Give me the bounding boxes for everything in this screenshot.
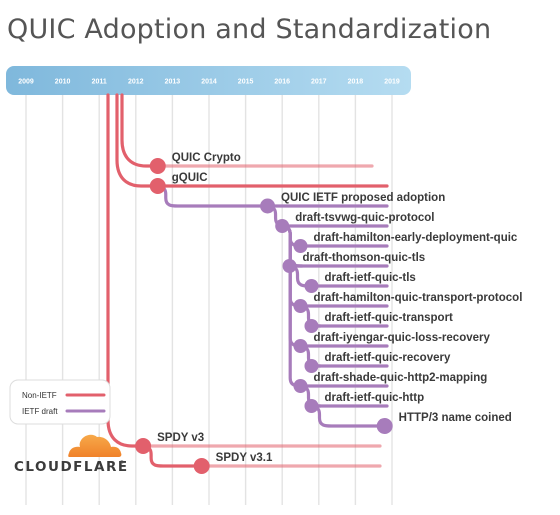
quic-ietf-proposed-adoption-label: QUIC IETF proposed adoption xyxy=(281,192,445,204)
draft-ietf-quic-tls-node xyxy=(304,279,319,293)
draft-shade-quic-http2-mapping-label: draft-shade-quic-http2-mapping xyxy=(314,372,488,384)
legend-label-non-ietf: Non-IETF xyxy=(22,391,57,400)
draft-ietf-quic-http-node xyxy=(304,399,319,413)
gquic-edge xyxy=(115,93,160,188)
year-label-2010: 2010 xyxy=(55,79,71,86)
draft-ietf-quic-recovery-label: draft-ietf-quic-recovery xyxy=(324,352,450,364)
draft-hamilton-early-deployment-quic-label: draft-hamilton-early-deployment-quic xyxy=(314,232,518,244)
year-axis-bar xyxy=(6,66,411,95)
draft-thomson-quic-tls-node xyxy=(282,259,297,273)
page-title: QUIC Adoption and Standardization xyxy=(7,14,492,45)
draft-tsvwg-quic-protocol-label: draft-tsvwg-quic-protocol xyxy=(295,212,434,224)
draft-ietf-quic-transport-node xyxy=(304,319,319,333)
draft-ietf-quic-http-label: draft-ietf-quic-http xyxy=(324,392,424,404)
spdy-v3-edge xyxy=(106,93,145,448)
cloudflare-wordmark: CLOUDFLARE xyxy=(14,459,129,475)
draft-shade-quic-http2-mapping-node xyxy=(293,379,308,393)
quic-crypto-node xyxy=(149,158,166,174)
spdy-v3-1-label: SPDY v3.1 xyxy=(216,452,273,464)
year-label-2015: 2015 xyxy=(238,79,254,86)
year-label-2014: 2014 xyxy=(201,79,217,86)
draft-tsvwg-quic-protocol-node xyxy=(275,219,290,233)
quic-crypto-label: QUIC Crypto xyxy=(172,152,241,164)
draft-ietf-quic-recovery-node xyxy=(304,359,319,373)
year-label-2013: 2013 xyxy=(165,79,181,86)
draft-hamilton-quic-transport-protocol-node xyxy=(293,299,308,313)
cloud-logo-icon xyxy=(68,434,122,457)
draft-thomson-quic-tls-label: draft-thomson-quic-tls xyxy=(303,252,426,264)
spdy-v3-node xyxy=(135,438,152,454)
legend-box xyxy=(9,379,111,425)
legend-label-ietf: IETF draft xyxy=(22,407,58,416)
spdy-v3-label: SPDY v3 xyxy=(157,432,204,444)
draft-hamilton-early-deployment-quic-node xyxy=(293,239,308,253)
http3-name-coined-edge xyxy=(311,404,387,428)
quic-ietf-proposed-adoption-node xyxy=(260,198,276,214)
gquic-node xyxy=(149,178,166,194)
draft-ietf-quic-transport-label: draft-ietf-quic-transport xyxy=(324,312,453,324)
draft-ietf-quic-tls-label: draft-ietf-quic-tls xyxy=(324,272,415,284)
draft-iyengar-quic-loss-recovery-node xyxy=(293,339,308,353)
spdy-v3-1-edge xyxy=(143,444,204,468)
year-label-2017: 2017 xyxy=(311,79,327,86)
gquic-label: gQUIC xyxy=(172,172,208,184)
year-label-2016: 2016 xyxy=(274,79,290,86)
spdy-v3-1-node xyxy=(193,458,210,474)
year-label-2009: 2009 xyxy=(18,79,34,86)
quic-ietf-proposed-adoption-edge xyxy=(158,184,270,208)
year-label-2018: 2018 xyxy=(348,79,364,86)
year-label-2012: 2012 xyxy=(128,79,144,86)
draft-iyengar-quic-loss-recovery-label: draft-iyengar-quic-loss-recovery xyxy=(314,332,491,344)
quic-crypto-edge xyxy=(120,93,160,168)
http3-name-coined-label: HTTP/3 name coined xyxy=(399,412,512,424)
year-label-2019: 2019 xyxy=(384,79,400,86)
cloudflare-logo: CLOUDFLARE ® xyxy=(14,434,129,475)
draft-hamilton-quic-transport-protocol-label: draft-hamilton-quic-transport-protocol xyxy=(314,292,523,304)
http3-name-coined-node xyxy=(376,418,393,434)
trademark-mark: ® xyxy=(120,459,124,466)
year-label-2011: 2011 xyxy=(92,79,107,86)
legend: Non-IETF IETF draft xyxy=(9,379,111,425)
